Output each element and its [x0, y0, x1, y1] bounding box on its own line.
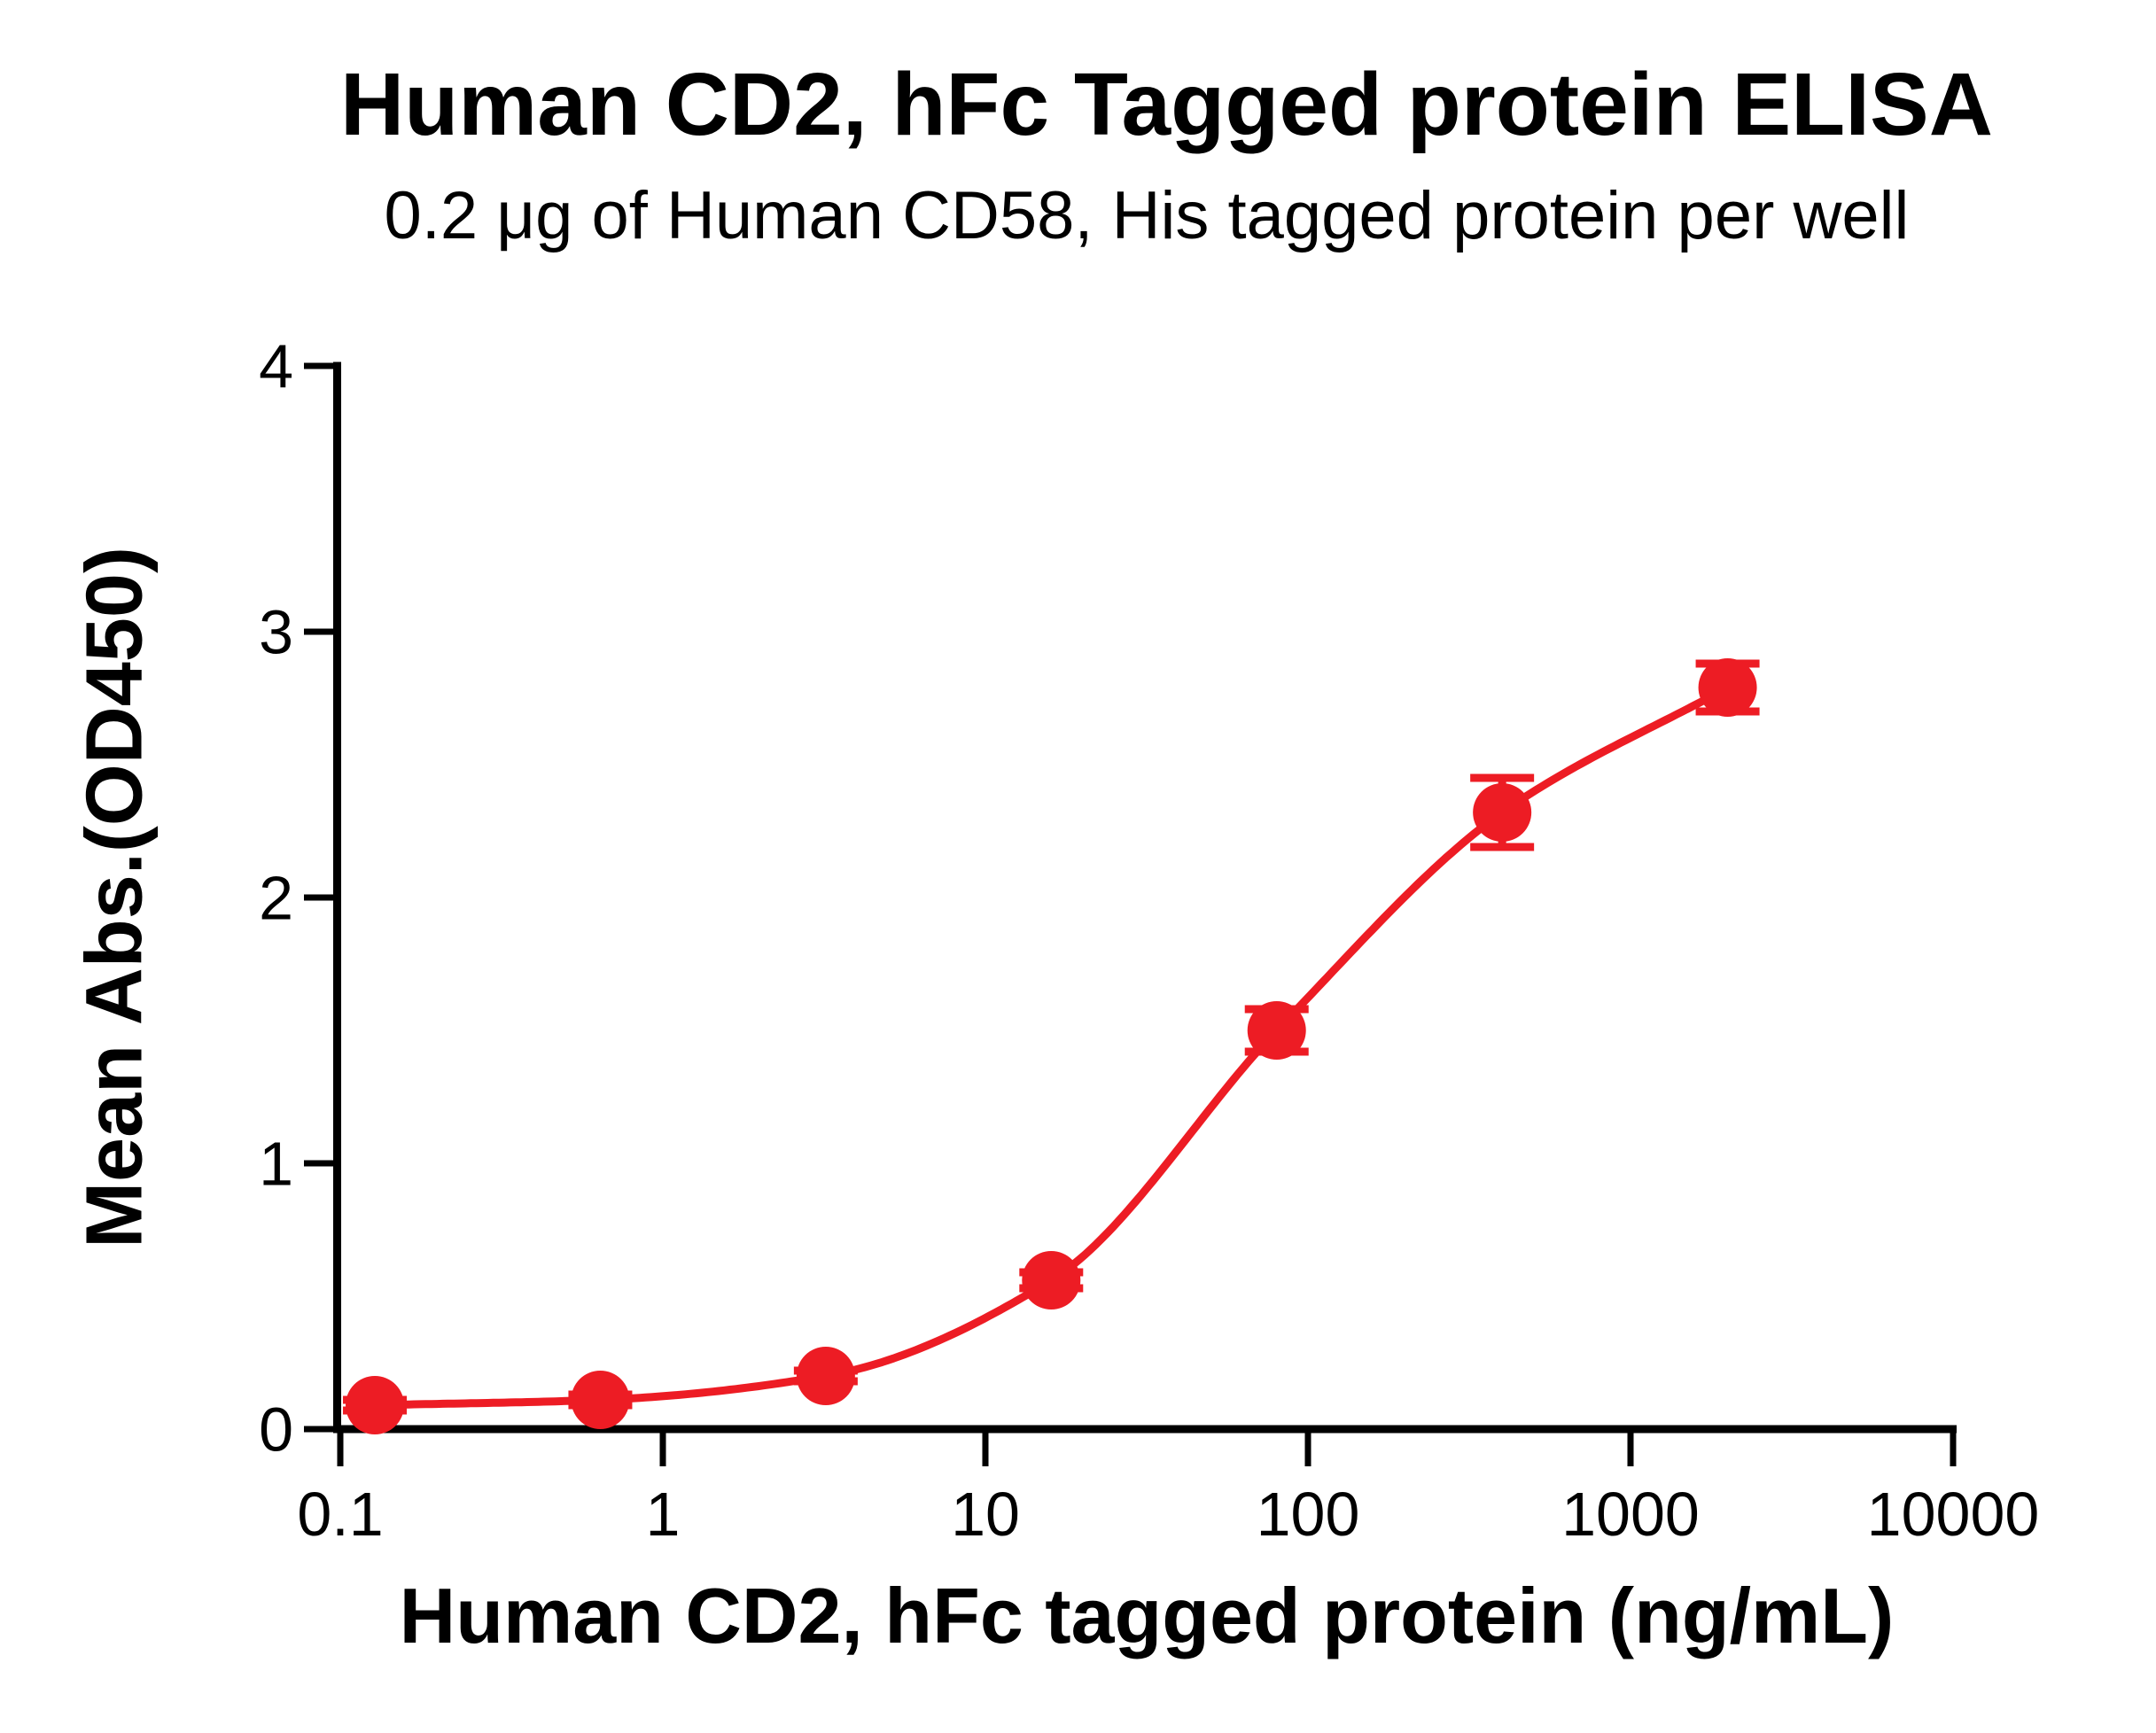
- y-tick-label: 1: [259, 1130, 293, 1199]
- data-point-marker: [1022, 1251, 1081, 1309]
- x-tick-label: 0.1: [297, 1480, 383, 1549]
- data-point-marker: [796, 1347, 855, 1405]
- chart-subtitle: 0.2 μg of Human CD58, His tagged protein…: [384, 178, 1910, 253]
- data-point-marker: [1247, 1001, 1306, 1060]
- y-tick-label: 3: [259, 598, 293, 667]
- data-point-marker: [571, 1371, 630, 1429]
- data-point-marker: [346, 1376, 405, 1434]
- x-tick-label: 100: [1257, 1480, 1360, 1549]
- x-tick-label: 10: [951, 1480, 1020, 1549]
- x-tick-label: 1000: [1561, 1480, 1700, 1549]
- y-tick-label: 4: [259, 332, 293, 401]
- x-axis-title: Human CD2, hFc tagged protein (ng/mL): [399, 1572, 1895, 1659]
- data-point-marker: [1473, 783, 1532, 842]
- x-tick-label: 1: [646, 1480, 681, 1549]
- x-tick-label: 10000: [1867, 1480, 2040, 1549]
- y-tick-label: 0: [259, 1395, 293, 1465]
- y-tick-label: 2: [259, 864, 293, 933]
- chart-title: Human CD2, hFc Tagged protein ELISA: [340, 55, 1993, 154]
- data-point-marker: [1698, 658, 1757, 717]
